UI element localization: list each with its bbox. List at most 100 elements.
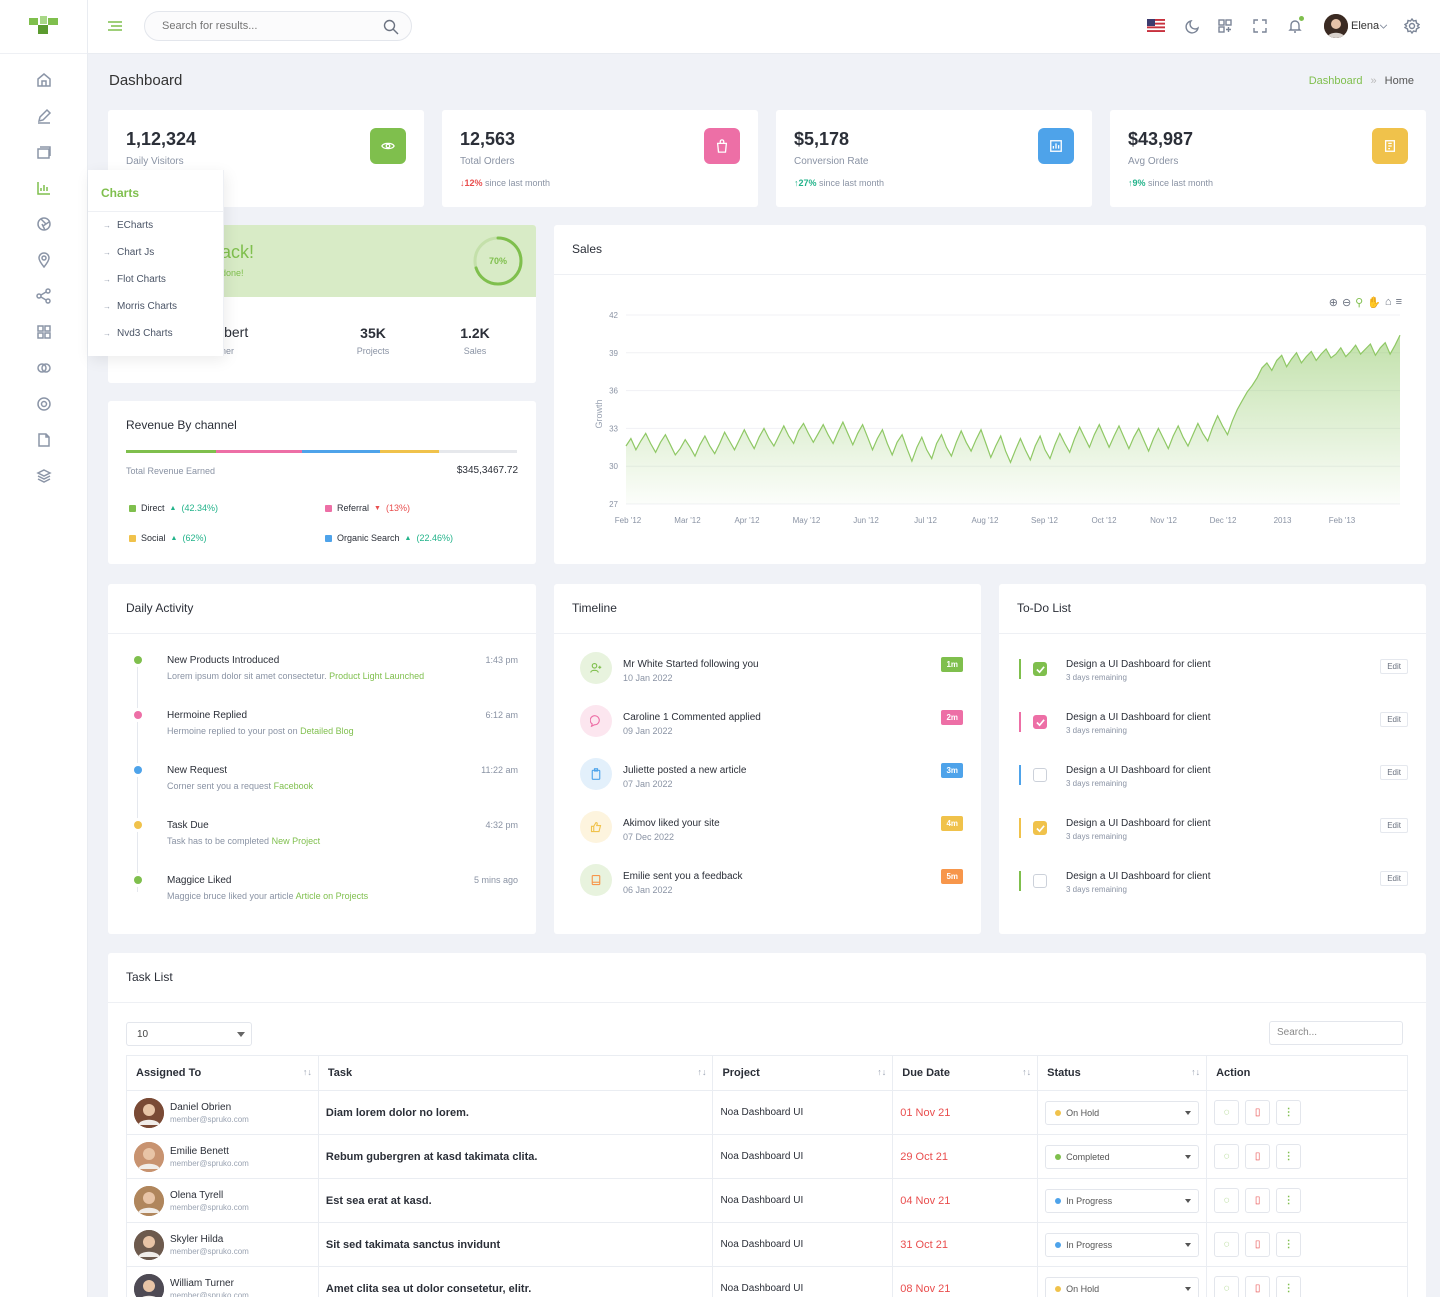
todo-edit-button[interactable]: Edit <box>1380 659 1408 674</box>
activity-link[interactable]: Product Light Launched <box>329 671 425 681</box>
more-vertical-icon[interactable]: ⋮ <box>1276 1188 1302 1213</box>
trash-icon[interactable]: ▯ <box>1245 1232 1271 1257</box>
more-vertical-icon[interactable]: ⋮ <box>1276 1100 1302 1125</box>
activity-link[interactable]: Article on Projects <box>295 891 369 901</box>
more-vertical-icon[interactable]: ⋮ <box>1276 1232 1302 1257</box>
activity-link[interactable]: Facebook <box>273 781 314 791</box>
todo-edit-button[interactable]: Edit <box>1380 712 1408 727</box>
user-name[interactable]: Elena <box>1351 20 1380 32</box>
us-flag-icon[interactable] <box>1147 19 1165 32</box>
trash-icon[interactable]: ▯ <box>1245 1100 1271 1125</box>
task-cell: Est sea erat at kasd. <box>317 1178 714 1223</box>
logo[interactable] <box>0 0 87 54</box>
zoom-in-icon[interactable]: ⊕ <box>1328 297 1338 309</box>
page-size-select[interactable]: 10 <box>126 1022 252 1046</box>
flyout-item[interactable]: → Nvd3 Charts <box>88 320 223 347</box>
status-select[interactable]: Completed <box>1045 1144 1200 1169</box>
check-circle-icon[interactable]: ◌ <box>1214 1100 1240 1125</box>
nav-cards-icon[interactable] <box>0 134 87 170</box>
todo-edit-button[interactable]: Edit <box>1380 818 1408 833</box>
fullscreen-icon[interactable] <box>1252 18 1270 36</box>
check-circle-icon[interactable]: ◌ <box>1214 1144 1240 1169</box>
activity-link[interactable]: Detailed Blog <box>300 726 354 736</box>
flyout-item[interactable]: → ECharts <box>88 212 223 239</box>
sort-arrows-icon[interactable]: ↑↓ <box>1022 1067 1032 1077</box>
selection-zoom-icon[interactable]: ⚲ <box>1355 297 1364 309</box>
status-select[interactable]: On Hold <box>1045 1276 1200 1297</box>
column-header[interactable]: Project ↑↓ <box>712 1055 894 1091</box>
menu-icon[interactable]: ≡ <box>1395 296 1402 308</box>
todo-checkbox[interactable] <box>1033 715 1047 729</box>
activity-link[interactable]: New Project <box>271 836 321 846</box>
nav-charts-icon[interactable] <box>0 170 87 206</box>
gear-icon[interactable] <box>1403 17 1422 36</box>
trash-icon[interactable]: ▯ <box>1245 1144 1271 1169</box>
project-cell: Noa Dashboard UI <box>712 1090 894 1135</box>
activity-description: Hermoine replied to your post on Detaile… <box>167 726 354 736</box>
chevron-down-icon[interactable] <box>1379 20 1397 38</box>
logo-icon <box>28 15 58 34</box>
column-header[interactable]: Task ↑↓ <box>317 1055 714 1091</box>
column-header[interactable]: Status ↑↓ <box>1037 1055 1208 1091</box>
triangle-up-icon: ▲ <box>169 504 177 512</box>
search-input[interactable] <box>162 20 362 32</box>
flyout-item[interactable]: → Chart Js <box>88 239 223 266</box>
action-buttons: ◌ ▯ ⋮ <box>1214 1144 1400 1169</box>
assignee-name: Skyler Hilda <box>170 1233 224 1245</box>
reset-home-icon[interactable]: ⌂ <box>1384 296 1392 308</box>
column-header[interactable]: Due Date ↑↓ <box>892 1055 1039 1091</box>
status-select[interactable]: In Progress <box>1045 1188 1200 1213</box>
menu-toggle-icon[interactable] <box>107 19 123 36</box>
more-vertical-icon[interactable]: ⋮ <box>1276 1144 1302 1169</box>
nav-map-pin-icon[interactable] <box>0 242 87 278</box>
x-tick-label: Mar '12 <box>674 516 701 525</box>
check-circle-icon[interactable]: ◌ <box>1214 1276 1240 1297</box>
todo-edit-button[interactable]: Edit <box>1380 871 1408 886</box>
check-circle-icon[interactable]: ◌ <box>1214 1188 1240 1213</box>
assigned-cell: Emilie Benett member@spruko.com <box>126 1134 319 1179</box>
trash-icon[interactable]: ▯ <box>1245 1276 1271 1297</box>
activity-title: Task Due <box>167 820 209 831</box>
dark-mode-moon-icon[interactable] <box>1185 18 1203 36</box>
sort-arrows-icon[interactable]: ↑↓ <box>1191 1067 1201 1077</box>
flyout-item[interactable]: → Flot Charts <box>88 266 223 293</box>
breadcrumb-dashboard[interactable]: Dashboard <box>1308 75 1363 87</box>
assignee: William Turner member@spruko.com <box>134 1273 311 1297</box>
pan-hand-icon[interactable]: ✋ <box>1367 297 1381 309</box>
column-header[interactable]: Action <box>1206 1055 1408 1091</box>
nav-grid-icon[interactable] <box>0 314 87 350</box>
search-icon[interactable] <box>383 19 399 38</box>
nav-layers-icon[interactable] <box>0 458 87 494</box>
flyout-item-label: Nvd3 Charts <box>117 328 173 339</box>
zoom-out-icon[interactable]: ⊖ <box>1341 297 1352 309</box>
status-select[interactable]: In Progress <box>1045 1232 1200 1257</box>
nav-settings-icon[interactable] <box>0 386 87 422</box>
activity-desc-text: Maggice bruce liked your article <box>167 891 294 901</box>
todo-checkbox[interactable] <box>1033 821 1047 835</box>
todo-checkbox[interactable] <box>1033 874 1047 888</box>
todo-checkbox[interactable] <box>1033 768 1047 782</box>
nav-share-icon[interactable] <box>0 278 87 314</box>
nav-home-icon[interactable] <box>0 62 87 98</box>
user-avatar[interactable] <box>1324 14 1348 38</box>
nav-file-icon[interactable] <box>0 422 87 458</box>
more-vertical-icon[interactable]: ⋮ <box>1276 1276 1302 1297</box>
column-header[interactable]: Assigned To ↑↓ <box>126 1055 319 1091</box>
nav-edit-icon[interactable] <box>0 98 87 134</box>
trash-icon[interactable]: ▯ <box>1245 1188 1271 1213</box>
nav-aperture-icon[interactable] <box>0 206 87 242</box>
todo-checkbox[interactable] <box>1033 662 1047 676</box>
check-icon <box>1035 824 1045 832</box>
nav-link-icon[interactable] <box>0 350 87 386</box>
flyout-item[interactable]: → Morris Charts <box>88 293 223 320</box>
check-circle-icon[interactable]: ◌ <box>1214 1232 1240 1257</box>
sort-arrows-icon[interactable]: ↑↓ <box>877 1067 887 1077</box>
apps-grid-icon[interactable] <box>1217 18 1235 36</box>
todo-edit-button[interactable]: Edit <box>1380 765 1408 780</box>
notification-bell-icon[interactable] <box>1287 18 1305 36</box>
table-search-input[interactable]: Search... <box>1269 1021 1403 1045</box>
status-select[interactable]: On Hold <box>1045 1100 1200 1125</box>
sort-arrows-icon[interactable]: ↑↓ <box>302 1067 312 1077</box>
status-label: In Progress <box>1066 1195 1113 1206</box>
sort-arrows-icon[interactable]: ↑↓ <box>697 1067 707 1077</box>
